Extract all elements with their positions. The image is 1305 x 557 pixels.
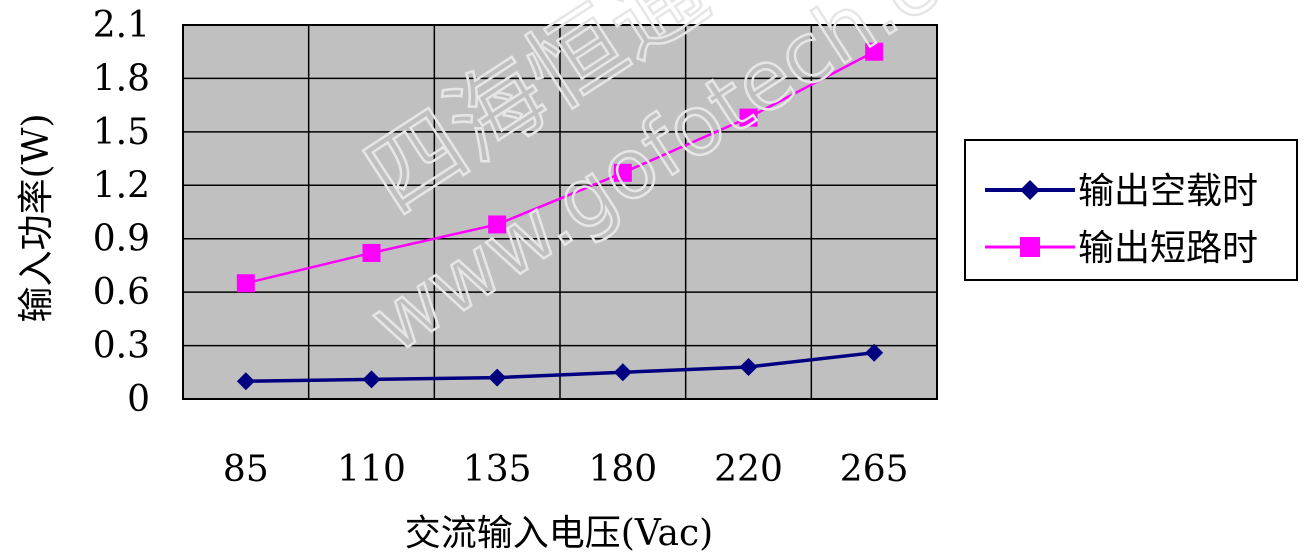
data-point-diamond bbox=[613, 363, 632, 382]
x-axis-ticks: 85 110 135 180 220 265 bbox=[223, 449, 909, 490]
y-tick-label: 1.2 bbox=[93, 165, 150, 206]
legend-label-no-load: 输出空载时 bbox=[1078, 171, 1258, 212]
y-axis-ticks: 0 0.3 0.6 0.9 1.2 1.5 1.8 2.1 bbox=[93, 5, 150, 420]
gridlines bbox=[183, 25, 937, 399]
legend-marker-square-icon bbox=[1020, 237, 1040, 257]
x-tick-label: 85 bbox=[223, 449, 269, 490]
y-tick-label: 1.5 bbox=[93, 112, 150, 153]
series-line bbox=[245, 350, 875, 383]
y-tick-label: 2.1 bbox=[93, 5, 150, 46]
series bbox=[236, 42, 884, 391]
data-point-square bbox=[739, 108, 758, 127]
data-point-square bbox=[362, 243, 381, 262]
x-tick-label: 135 bbox=[463, 449, 532, 490]
data-point-square bbox=[488, 215, 507, 234]
data-point-square bbox=[613, 163, 632, 182]
x-tick-label: 180 bbox=[588, 449, 657, 490]
y-tick-label: 0.9 bbox=[93, 219, 150, 260]
x-tick-label: 220 bbox=[714, 449, 783, 490]
plot-border bbox=[182, 24, 938, 400]
y-tick-label: 0 bbox=[127, 379, 150, 420]
x-tick-label: 110 bbox=[337, 449, 406, 490]
data-point-diamond bbox=[488, 368, 507, 387]
data-point-diamond bbox=[739, 357, 758, 376]
data-point-diamond bbox=[362, 370, 381, 389]
y-tick-label: 1.8 bbox=[93, 58, 150, 99]
legend-marker-diamond-icon bbox=[1020, 180, 1040, 200]
data-point-diamond bbox=[236, 372, 255, 391]
legend: 输出空载时 输出短路时 bbox=[964, 139, 1298, 281]
legend-label-short-circuit: 输出短路时 bbox=[1078, 228, 1258, 269]
plot-area bbox=[182, 24, 938, 400]
x-axis-title: 交流输入电压(Vac) bbox=[405, 513, 713, 554]
data-point-square bbox=[865, 42, 884, 61]
x-tick-label: 265 bbox=[840, 449, 909, 490]
data-point-diamond bbox=[865, 343, 884, 362]
data-point-square bbox=[236, 274, 255, 293]
y-axis-title: 输入功率(W) bbox=[16, 113, 57, 322]
series-line bbox=[245, 50, 875, 285]
y-tick-label: 0.6 bbox=[93, 272, 150, 313]
y-tick-label: 0.3 bbox=[93, 326, 150, 367]
